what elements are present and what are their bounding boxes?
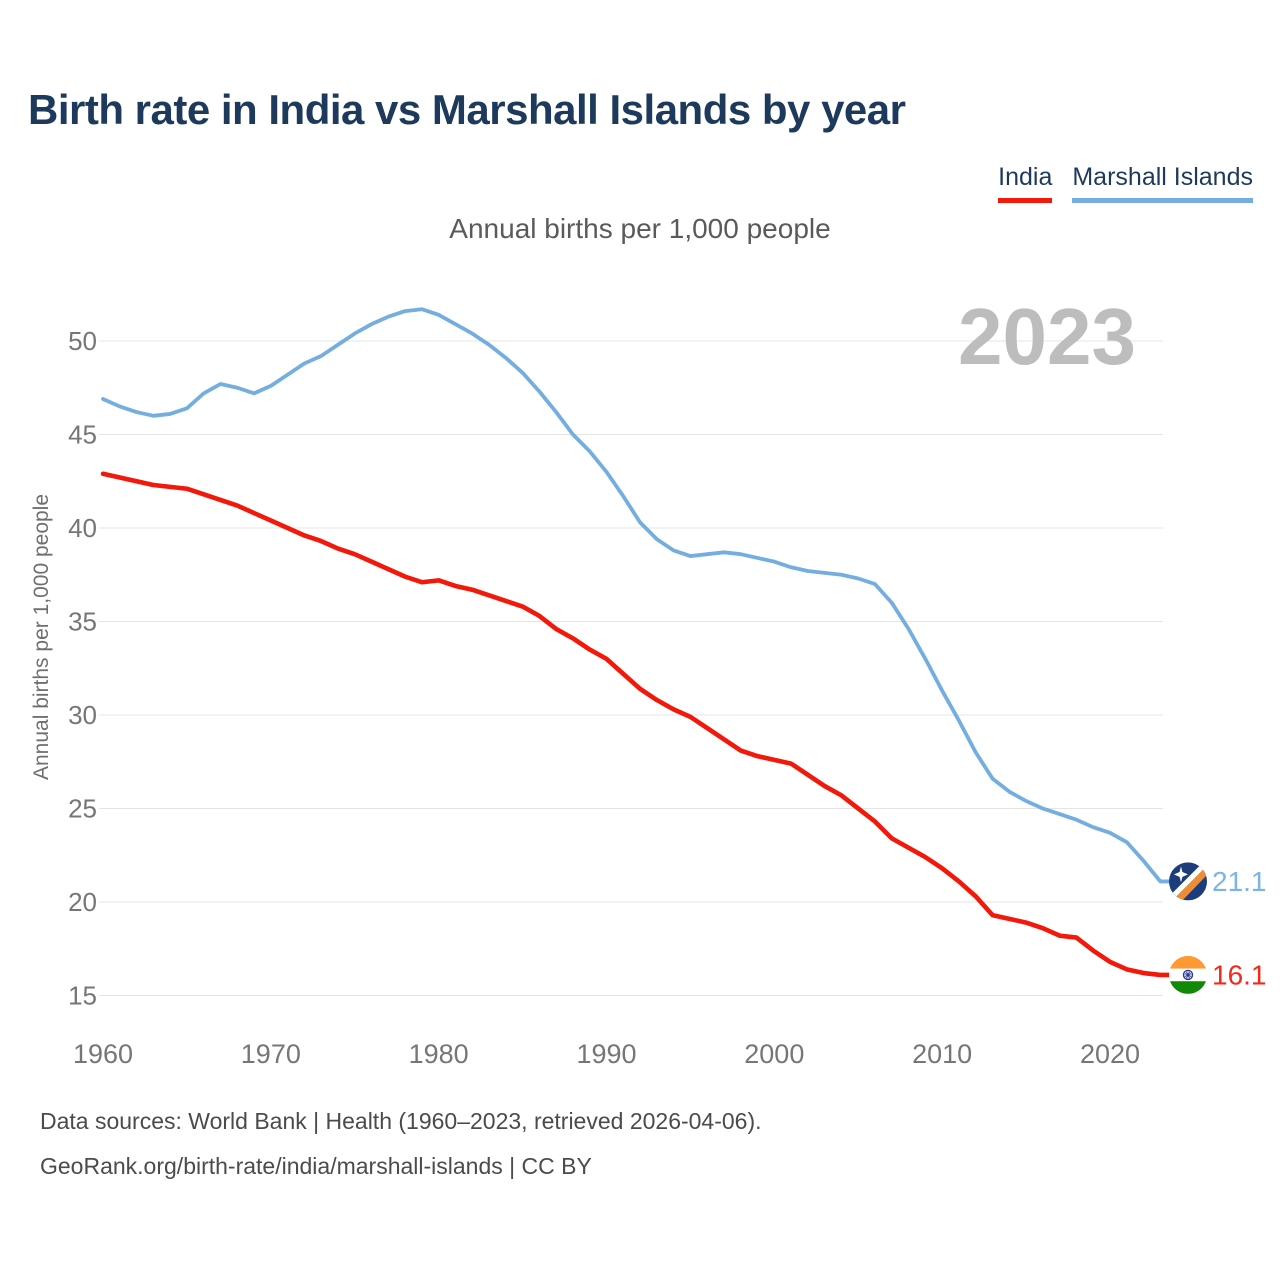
footer: Data sources: World Bank | Health (1960–… — [40, 1099, 762, 1189]
y-tick-label: 25 — [68, 794, 97, 824]
legend-item-india[interactable]: India — [998, 163, 1053, 203]
end-value-label-marshall-islands: 21.1 — [1212, 866, 1267, 897]
legend: India Marshall Islands — [998, 163, 1253, 203]
legend-item-marshall-islands[interactable]: Marshall Islands — [1072, 163, 1253, 203]
x-tick-label: 2010 — [912, 1039, 972, 1069]
y-tick-label: 35 — [68, 607, 97, 637]
x-tick-label: 1970 — [241, 1039, 301, 1069]
y-tick-label: 45 — [68, 420, 97, 450]
x-tick-label: 1960 — [73, 1039, 133, 1069]
x-tick-label: 1980 — [409, 1039, 469, 1069]
page-title: Birth rate in India vs Marshall Islands … — [28, 86, 906, 133]
marshall-islands-flag-icon — [1169, 862, 1207, 901]
chart-subtitle: Annual births per 1,000 people — [449, 213, 831, 244]
india-flag-icon — [1169, 955, 1207, 994]
footer-sources: Data sources: World Bank | Health (1960–… — [40, 1108, 762, 1134]
series-line-india[interactable] — [100, 471, 1174, 978]
watermark-year: 2023 — [958, 292, 1136, 381]
footer-attribution: GeoRank.org/birth-rate/india/marshall-is… — [40, 1153, 592, 1179]
y-tick-label: 30 — [68, 700, 97, 730]
y-axis-title: Annual births per 1,000 people — [30, 494, 53, 780]
y-tick-label: 15 — [68, 981, 97, 1011]
x-tick-label: 1990 — [576, 1039, 636, 1069]
x-tick-label: 2000 — [744, 1039, 804, 1069]
y-tick-label: 20 — [68, 887, 97, 917]
series-line-marshall-islands[interactable] — [101, 307, 1173, 884]
y-tick-label: 50 — [68, 326, 97, 356]
x-tick-label: 2020 — [1080, 1039, 1140, 1069]
end-value-label-india: 16.1 — [1212, 959, 1267, 990]
y-tick-label: 40 — [68, 513, 97, 543]
